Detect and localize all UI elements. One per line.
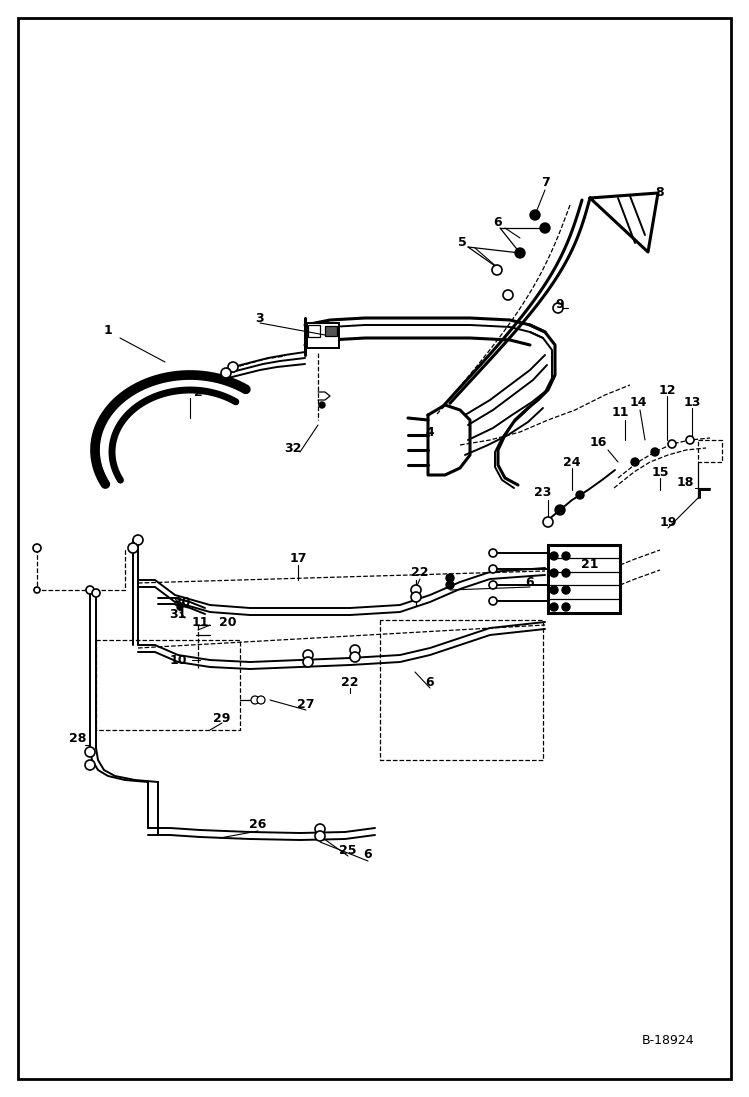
- Circle shape: [530, 210, 540, 220]
- Circle shape: [446, 574, 454, 583]
- Circle shape: [251, 695, 259, 704]
- Text: 6: 6: [526, 576, 534, 588]
- Circle shape: [350, 645, 360, 655]
- Circle shape: [315, 832, 325, 841]
- Bar: [308, 325, 320, 337]
- Circle shape: [686, 436, 694, 444]
- Circle shape: [489, 565, 497, 573]
- Text: 13: 13: [683, 396, 700, 408]
- Text: 24: 24: [563, 455, 580, 468]
- Text: 15: 15: [651, 466, 669, 479]
- Circle shape: [411, 585, 421, 595]
- Text: 22: 22: [342, 677, 359, 690]
- Circle shape: [550, 569, 558, 577]
- Text: 26: 26: [249, 818, 267, 832]
- Circle shape: [576, 491, 584, 499]
- Circle shape: [562, 603, 570, 611]
- Circle shape: [350, 652, 360, 661]
- Circle shape: [540, 223, 550, 233]
- Circle shape: [33, 544, 41, 552]
- Circle shape: [550, 586, 558, 593]
- Text: 6: 6: [425, 676, 434, 689]
- Text: 16: 16: [589, 437, 607, 450]
- Text: 3: 3: [255, 312, 264, 325]
- Circle shape: [651, 448, 659, 456]
- Text: B-18924: B-18924: [641, 1034, 694, 1047]
- Text: 30: 30: [173, 596, 191, 609]
- Text: 11: 11: [191, 615, 209, 629]
- Circle shape: [631, 459, 639, 466]
- Text: 11: 11: [611, 406, 628, 418]
- Text: 23: 23: [534, 486, 552, 499]
- Text: 27: 27: [297, 699, 315, 712]
- Circle shape: [133, 535, 143, 545]
- Text: 6: 6: [364, 848, 372, 861]
- Text: 20: 20: [219, 615, 237, 629]
- Circle shape: [489, 597, 497, 606]
- Circle shape: [550, 552, 558, 559]
- Circle shape: [668, 440, 676, 448]
- Circle shape: [503, 290, 513, 299]
- Text: 32: 32: [285, 441, 302, 454]
- Circle shape: [562, 552, 570, 559]
- Text: 22: 22: [411, 566, 428, 579]
- Text: 17: 17: [289, 552, 307, 565]
- Bar: [307, 323, 339, 348]
- Circle shape: [303, 657, 313, 667]
- Circle shape: [92, 589, 100, 597]
- Text: 12: 12: [658, 384, 676, 396]
- Circle shape: [86, 586, 94, 593]
- Text: 14: 14: [629, 396, 646, 409]
- Circle shape: [128, 543, 138, 553]
- Circle shape: [515, 248, 525, 258]
- Circle shape: [489, 581, 497, 589]
- Text: 19: 19: [659, 517, 676, 530]
- Circle shape: [562, 569, 570, 577]
- Text: 5: 5: [458, 236, 467, 249]
- Circle shape: [550, 603, 558, 611]
- Text: 21: 21: [581, 558, 598, 572]
- Circle shape: [446, 581, 454, 589]
- Text: 10: 10: [169, 654, 187, 667]
- Text: 29: 29: [213, 712, 231, 724]
- Bar: [548, 545, 620, 613]
- Circle shape: [543, 517, 553, 527]
- Bar: [325, 326, 337, 336]
- Text: 28: 28: [70, 732, 87, 745]
- Text: 8: 8: [655, 186, 664, 200]
- Circle shape: [489, 548, 497, 557]
- Text: 25: 25: [339, 844, 357, 857]
- Text: 4: 4: [425, 426, 434, 439]
- Circle shape: [562, 586, 570, 593]
- Text: 9: 9: [556, 298, 564, 312]
- Circle shape: [177, 604, 183, 610]
- Text: 18: 18: [676, 476, 694, 489]
- Text: 7: 7: [541, 176, 549, 189]
- Circle shape: [555, 505, 565, 514]
- Text: 2: 2: [194, 386, 202, 399]
- Circle shape: [34, 587, 40, 593]
- Circle shape: [492, 265, 502, 275]
- Circle shape: [85, 747, 95, 757]
- Text: 31: 31: [169, 608, 187, 621]
- Text: 6: 6: [494, 215, 503, 228]
- Circle shape: [228, 362, 238, 372]
- Circle shape: [315, 824, 325, 834]
- Circle shape: [85, 760, 95, 770]
- Text: 1: 1: [103, 324, 112, 337]
- Circle shape: [553, 303, 563, 313]
- Circle shape: [221, 367, 231, 378]
- Circle shape: [257, 695, 265, 704]
- Circle shape: [303, 651, 313, 660]
- Circle shape: [411, 592, 421, 602]
- Circle shape: [319, 402, 325, 408]
